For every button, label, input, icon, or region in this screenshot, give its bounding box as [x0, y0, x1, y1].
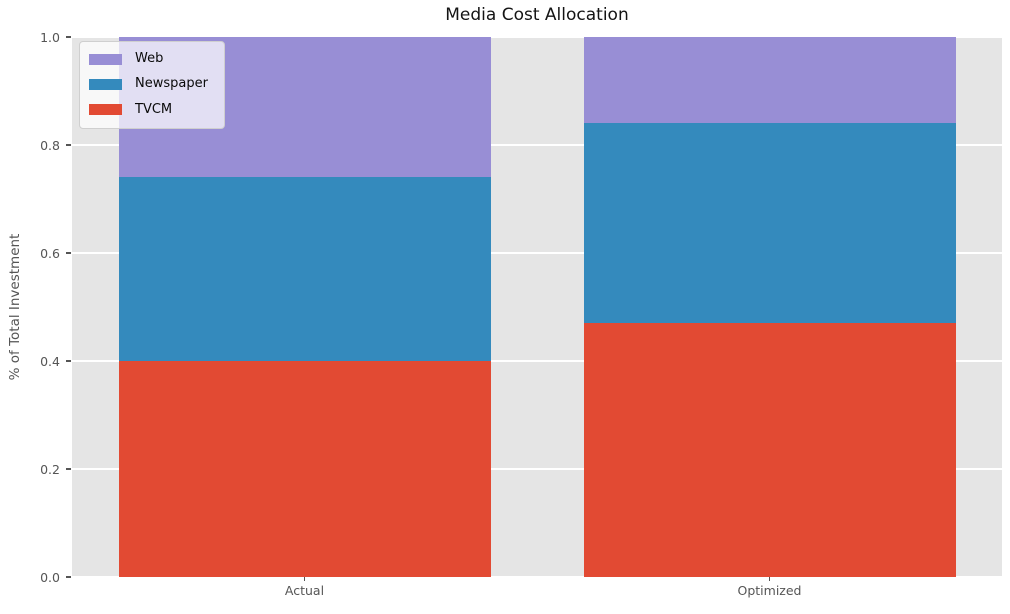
gridline: [72, 576, 1002, 578]
y-tick-mark: [66, 576, 71, 578]
legend-label-web: Web: [135, 51, 164, 66]
chart-title: Media Cost Allocation: [445, 5, 629, 25]
bar-segment-newspaper-actual: [118, 177, 491, 361]
bar-segment-web-optimized: [583, 37, 956, 124]
legend-swatch-newspaper: [89, 78, 122, 90]
y-tick-mark: [66, 360, 71, 362]
gridline-layer: [72, 36, 1002, 578]
gridline: [72, 252, 1002, 254]
gridline: [72, 468, 1002, 470]
y-tick-label-0.0: 0.0: [40, 569, 60, 585]
x-tick-mark: [303, 577, 306, 581]
y-tick-label-0.4: 0.4: [40, 353, 60, 369]
gridline: [72, 360, 1002, 362]
y-tick-label-0.2: 0.2: [40, 461, 60, 477]
x-tick-label-optimized: Optimized: [737, 583, 802, 598]
legend-swatch-tvcm: [89, 104, 122, 116]
bar-actual: [118, 37, 491, 577]
y-tick-mark: [66, 36, 71, 38]
y-tick-label-0.8: 0.8: [40, 137, 60, 153]
gridline: [72, 36, 1002, 38]
plot-area: Web Newspaper TVCM: [72, 36, 1002, 578]
legend-item-web: Web: [89, 51, 208, 67]
bar-segment-newspaper-optimized: [583, 123, 956, 324]
y-tick-mark: [66, 468, 71, 470]
legend-label-tvcm: TVCM: [135, 101, 173, 117]
y-tick-label-0.6: 0.6: [40, 245, 60, 261]
y-tick-mark: [66, 252, 71, 254]
x-tick-label-actual: Actual: [284, 583, 325, 598]
bar-segment-tvcm-actual: [118, 361, 491, 577]
bar-layer: [72, 37, 1002, 577]
legend-label-newspaper: Newspaper: [135, 76, 208, 92]
bar-segment-tvcm-optimized: [583, 323, 956, 577]
bar-optimized: [583, 37, 956, 577]
legend: Web Newspaper TVCM: [79, 41, 225, 129]
legend-item-newspaper: Newspaper: [89, 76, 208, 92]
legend-item-tvcm: TVCM: [89, 102, 208, 118]
y-tick-mark: [66, 144, 71, 146]
y-tick-label-1.0: 1.0: [40, 29, 60, 45]
x-tick-mark: [768, 577, 771, 581]
legend-swatch-web: [89, 53, 122, 65]
gridline: [72, 144, 1002, 146]
